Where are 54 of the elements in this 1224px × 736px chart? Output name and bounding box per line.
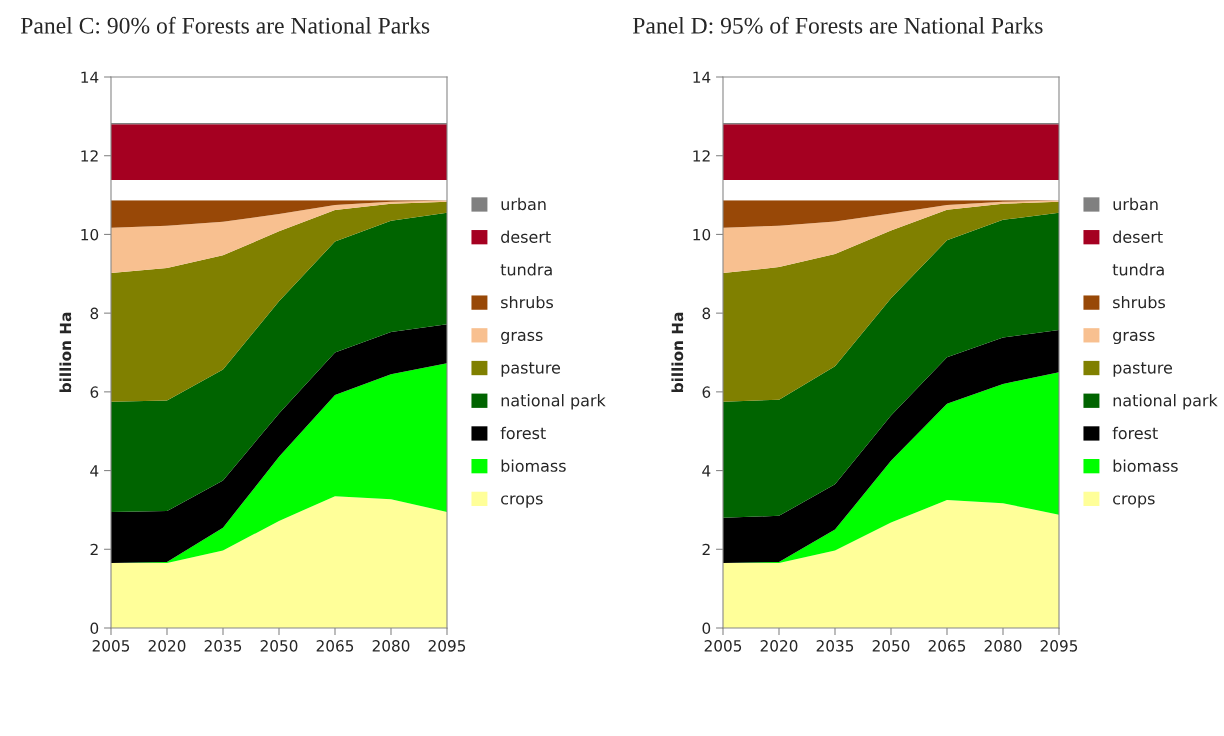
x-tick-label: 2035 [816,640,854,652]
y-tick-label: 0 [702,622,711,635]
y-tick-label: 8 [702,307,711,320]
legend-label: desert [1113,230,1163,243]
x-tick-label: 2005 [704,640,742,652]
y-tick-label: 14 [693,71,711,83]
legend-label: grass [501,331,543,345]
legend-label: urban [501,197,546,211]
y-tick-label: 14 [81,71,99,83]
y-tick-label: 0 [90,622,99,635]
y-tick-label: 12 [81,150,98,162]
x-tick-label: 2005 [92,640,130,652]
x-tick-label: 2080 [984,640,1022,652]
x-tick-label: 2095 [1040,640,1078,652]
x-tick-label: 2050 [260,640,298,652]
y-axis-title: billion Ha [59,312,72,393]
x-tick-label: 2065 [928,640,966,652]
y-axis-title: billion Ha [671,312,684,393]
legend-label: pasture [1113,362,1173,377]
legend-label: desert [501,230,551,243]
text: tundra [1112,263,1164,276]
legend-label: forest [500,426,546,440]
chart-title: Panel C: 90% of Forests are National Parks [20,16,430,34]
y-tick-label: 12 [693,150,710,162]
legend-label: national park [501,394,606,410]
text: tundra [500,263,552,276]
legend-label: crops [501,495,543,508]
legend-label: urban [1113,197,1158,211]
legend-label: shrubs [501,295,554,309]
x-tick-label: 2080 [372,640,410,652]
y-tick-label: 4 [90,465,99,477]
legend-label: biomass [1113,459,1178,472]
y-tick-label: 10 [693,228,711,241]
y-tick-label: 8 [90,307,99,320]
legend-label: grass [1113,331,1155,345]
y-tick-label: 6 [90,386,99,398]
legend-label: crops [1113,495,1155,508]
y-tick-label: 4 [702,465,711,477]
legend-label: forest [1112,426,1158,440]
chart-title: Panel D: 95% of Forests are National Parks [632,16,1043,34]
legend-label: national park [1113,394,1218,410]
y-tick-label: 10 [81,228,99,241]
x-tick-label: 2065 [316,640,354,652]
x-tick-label: 2020 [760,640,798,652]
legend-label: pasture [501,362,561,377]
x-tick-label: 2020 [148,640,186,652]
y-tick-label: 2 [90,543,98,556]
legend-label: biomass [501,459,566,472]
x-tick-label: 2095 [428,640,466,652]
x-tick-label: 2035 [204,640,242,652]
x-tick-label: 2050 [872,640,910,652]
legend-label: shrubs [1113,295,1166,309]
y-tick-label: 2 [702,543,710,556]
y-tick-label: 6 [702,386,711,398]
